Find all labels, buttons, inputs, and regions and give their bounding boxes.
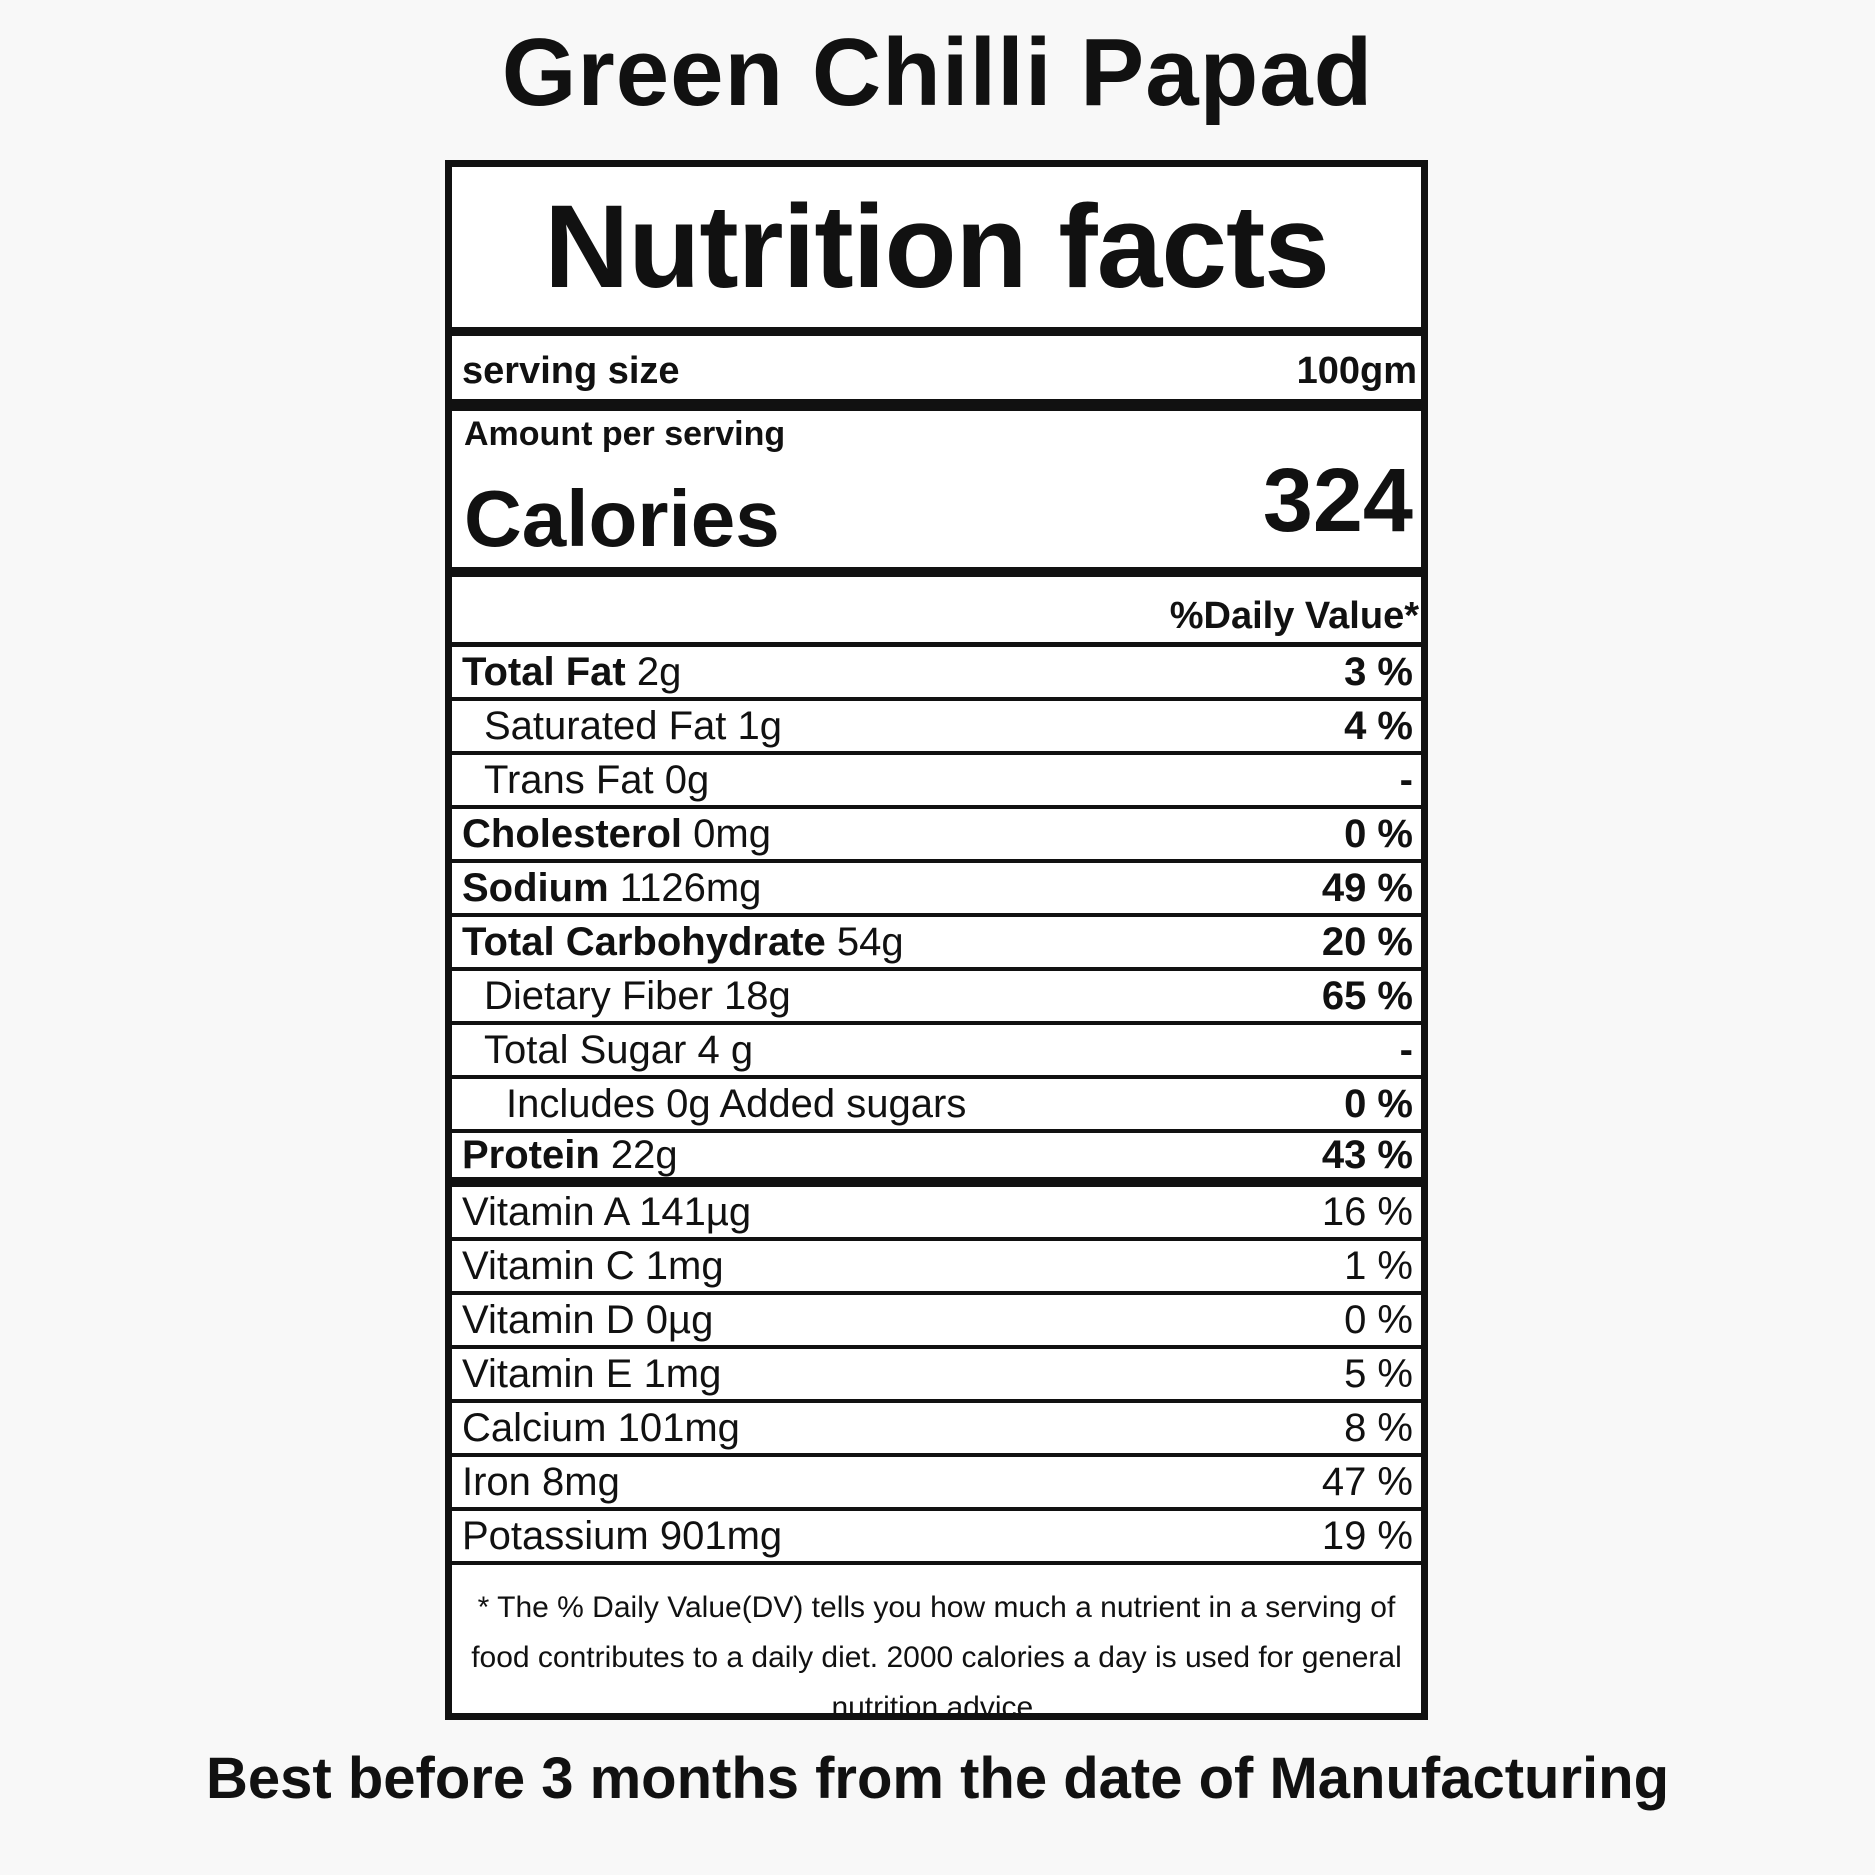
product-title: Green Chilli Papad [501, 19, 1374, 126]
vitamin-row: Vitamin A 141µg 16 % [452, 1187, 1421, 1241]
vitamin-name: Potassium 901mg [462, 1513, 783, 1558]
vitamin-dv: 8 % [1344, 1405, 1413, 1450]
nutrient-row: Saturated Fat 1g 4 % [452, 701, 1421, 755]
calories-value: 324 [1262, 451, 1413, 551]
nutrient-row: Dietary Fiber 18g 65 % [452, 971, 1421, 1025]
vitamin-row: Calcium 101mg 8 % [452, 1403, 1421, 1457]
nutrient-name: Total Fat [462, 649, 626, 694]
calories-block: Amount per serving Calories 324 [452, 411, 1421, 577]
nutrition-label: Nutrition facts serving size 100gm Amoun… [445, 160, 1428, 1724]
vitamin-dv: 1 % [1344, 1243, 1413, 1288]
nutrient-name: Trans Fat 0g [484, 757, 710, 802]
amount-per-serving: Amount per serving [464, 415, 786, 453]
nutrient-name: Cholesterol [462, 811, 683, 856]
nutrient-dv: - [1399, 1027, 1413, 1072]
vitamin-dv: 19 % [1321, 1513, 1413, 1558]
label-heading: Nutrition facts [452, 167, 1421, 336]
vitamin-dv: 16 % [1321, 1189, 1413, 1234]
nutrient-dv: 4 % [1344, 703, 1413, 748]
vitamin-row: Potassium 901mg 19 % [452, 1511, 1421, 1565]
nutrient-dv: 20 % [1321, 919, 1413, 964]
nutrient-row: Sodium 1126mg 49 % [452, 863, 1421, 917]
nutrient-name: Total Carbohydrate [462, 919, 826, 964]
vitamin-row: Iron 8mg 47 % [452, 1457, 1421, 1511]
nutrient-name: Sodium [462, 865, 609, 910]
serving-size-value: 100gm [1296, 350, 1417, 392]
nutrient-amount: 22g [610, 1132, 678, 1177]
nutrient-dv: 0 % [1344, 1081, 1413, 1126]
best-before-note: Best before 3 months from the date of Ma… [206, 1746, 1669, 1811]
nutrient-name: Includes 0g Added sugars [506, 1081, 967, 1126]
nutrient-row: Trans Fat 0g - [452, 755, 1421, 809]
vitamin-name: Vitamin C 1mg [462, 1243, 724, 1288]
nutrient-amount: 2g [636, 649, 682, 694]
vitamin-name: Iron 8mg [462, 1459, 620, 1504]
vitamin-row: Vitamin D 0µg 0 % [452, 1295, 1421, 1349]
vitamin-dv: 5 % [1344, 1351, 1413, 1396]
nutrient-row: Cholesterol 0mg 0 % [452, 809, 1421, 863]
nutrient-row: Total Sugar 4 g - [452, 1025, 1421, 1079]
daily-value-header: %Daily Value* [452, 577, 1421, 647]
vitamin-dv: 47 % [1321, 1459, 1413, 1504]
nutrient-dv: 49 % [1321, 865, 1413, 910]
nutrient-row: Protein 22g 43 % [452, 1133, 1421, 1187]
nutrient-amount: 0mg [693, 811, 771, 856]
vitamin-name: Vitamin A 141µg [462, 1189, 752, 1234]
nutrient-amount: 1126mg [619, 865, 762, 910]
nutrient-name: Protein [462, 1132, 600, 1177]
vitamin-row: Vitamin C 1mg 1 % [452, 1241, 1421, 1295]
nutrient-row: Total Carbohydrate 54g 20 % [452, 917, 1421, 971]
nutrient-name: Dietary Fiber 18g [484, 973, 791, 1018]
nutrient-dv: 65 % [1321, 973, 1413, 1018]
nutrient-name: Saturated Fat 1g [484, 703, 782, 748]
nutrient-dv: - [1399, 757, 1413, 802]
nutrient-dv: 3 % [1344, 649, 1413, 694]
nutrient-name: Total Sugar 4 g [484, 1027, 754, 1072]
nutrient-dv: 43 % [1321, 1132, 1413, 1177]
vitamin-name: Calcium 101mg [462, 1405, 740, 1450]
vitamin-name: Vitamin E 1mg [462, 1351, 722, 1396]
footnote: * The % Daily Value(DV) tells you how mu… [471, 1591, 1402, 1724]
nutrient-amount: 54g [836, 919, 904, 964]
nutrient-row: Includes 0g Added sugars 0 % [452, 1079, 1421, 1133]
vitamin-dv: 0 % [1344, 1297, 1413, 1342]
nutrient-dv: 0 % [1344, 811, 1413, 856]
nutrient-row: Total Fat 2g 3 % [452, 647, 1421, 701]
calories-label: Calories [464, 474, 780, 563]
serving-size-label: serving size [462, 350, 680, 392]
vitamin-row: Vitamin E 1mg 5 % [452, 1349, 1421, 1403]
vitamin-name: Vitamin D 0µg [462, 1297, 714, 1342]
serving-size-row: serving size 100gm [452, 336, 1421, 411]
